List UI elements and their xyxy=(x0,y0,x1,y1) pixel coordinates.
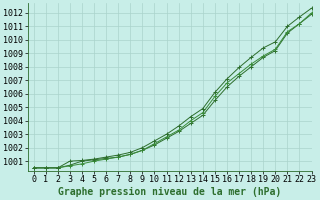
X-axis label: Graphe pression niveau de la mer (hPa): Graphe pression niveau de la mer (hPa) xyxy=(58,186,281,197)
